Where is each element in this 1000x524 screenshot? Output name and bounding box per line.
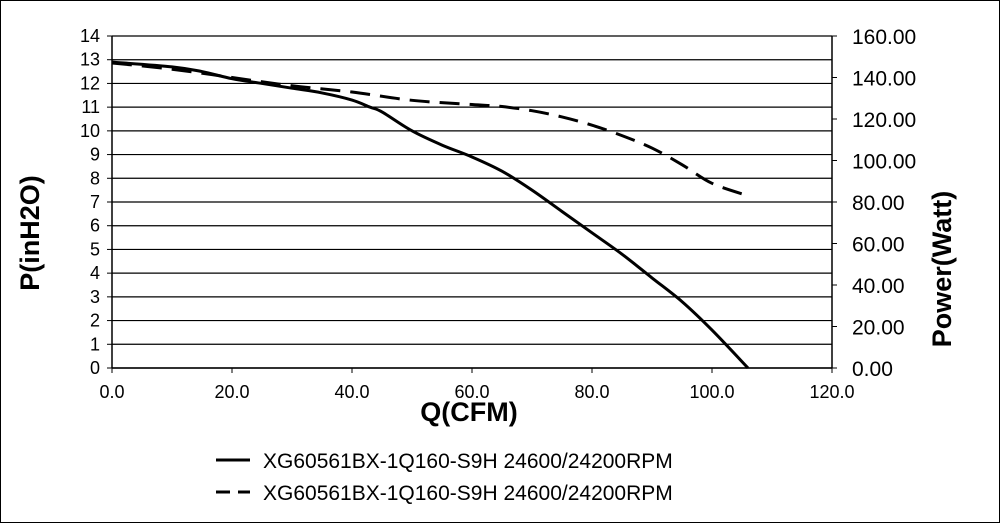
right-y-tick-label: 160.00	[852, 26, 916, 49]
left-y-tick-label: 2	[90, 311, 100, 331]
x-tick-label: 100.0	[689, 382, 734, 402]
legend: XG60561BX-1Q160-S9H 24600/24200RPM XG605…	[216, 450, 673, 505]
left-y-tick-label: 5	[90, 239, 100, 259]
power-curve-dashed	[111, 61, 749, 198]
x-tick-label: 60.0	[454, 382, 489, 402]
left-y-tick-label: 12	[80, 73, 100, 93]
series-layer	[111, 60, 750, 370]
left-y-tick-label: 4	[90, 263, 100, 283]
left-y-tick-label: 11	[81, 97, 100, 117]
right-y-tick-label: 100.00	[852, 151, 916, 174]
left-y-tick-label: 0	[90, 358, 100, 378]
left-y-tick-label: 14	[80, 26, 100, 46]
right-y-tick-label: 140.00	[852, 68, 916, 91]
x-tick-label: 20.0	[214, 382, 249, 402]
right-y-tick-label: 20.00	[852, 317, 905, 340]
right-y-axis-title: Power(Watt)	[927, 191, 957, 348]
x-tick-label: 40.0	[334, 382, 369, 402]
legend-label-dashed: XG60561BX-1Q160-S9H 24600/24200RPM	[263, 482, 673, 505]
left-y-axis-title: P(inH2O)	[15, 175, 45, 291]
right-y-tick-label: 40.00	[852, 275, 905, 298]
left-y-tick-label: 9	[90, 145, 100, 165]
right-y-tick-label: 120.00	[852, 109, 916, 132]
grid-lines	[112, 35, 832, 369]
left-y-tick-label: 3	[90, 287, 100, 307]
x-tick-label: 0.0	[99, 382, 124, 402]
legend-label-solid: XG60561BX-1Q160-S9H 24600/24200RPM	[263, 450, 673, 473]
x-ticks: 0.0 20.0 40.0 60.0 80.0 100.0 120.0	[99, 368, 855, 402]
left-y-tick-label: 7	[90, 192, 100, 212]
right-y-tick-label: 60.00	[852, 234, 905, 257]
left-y-tick-label: 10	[80, 121, 100, 141]
x-tick-label: 80.0	[574, 382, 609, 402]
right-y-tick-label: 0.00	[852, 358, 893, 381]
x-tick-label: 120.0	[809, 382, 854, 402]
right-y-tick-label: 80.00	[852, 192, 905, 215]
pressure-curve-solid	[111, 60, 750, 370]
right-y-ticks: 0.00 20.00 40.00 60.00 80.00 100.00 120.00 140.…	[832, 26, 916, 381]
left-y-tick-label: 8	[90, 168, 100, 188]
left-y-tick-label: 13	[80, 50, 100, 70]
left-y-tick-label: 6	[90, 216, 100, 236]
left-y-tick-label: 1	[90, 334, 100, 354]
x-axis-title: Q(CFM)	[420, 397, 517, 427]
